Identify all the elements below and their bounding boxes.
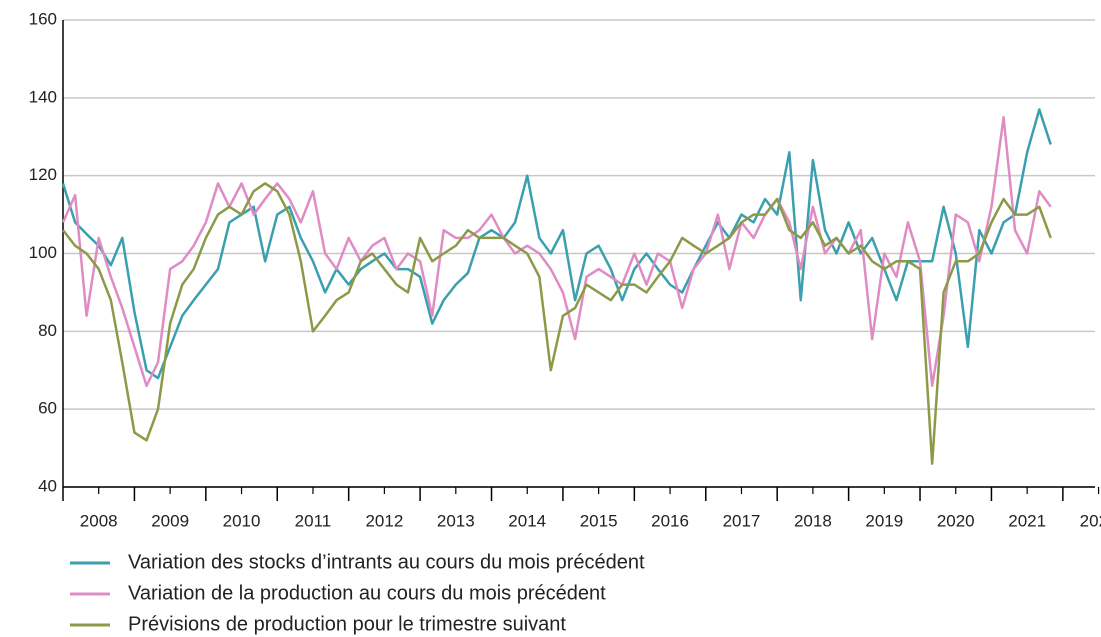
series-line: [61, 108, 1052, 380]
x-tick-label: 2018: [794, 511, 832, 530]
series-line: [62, 182, 1052, 465]
x-tick-label: 2021: [1008, 511, 1046, 530]
x-tick-label: 2013: [437, 511, 475, 530]
x-tick-label: 2019: [865, 511, 903, 530]
x-tick-label: 2020: [937, 511, 975, 530]
y-tick-label: 40: [38, 476, 57, 495]
x-tick-label: 2022: [1080, 511, 1101, 530]
y-tick-label: 140: [29, 87, 57, 106]
x-tick-label: 2008: [80, 511, 118, 530]
y-tick-label: 100: [29, 243, 57, 262]
x-tick-label: 2011: [295, 511, 332, 530]
x-tick-label: 2010: [223, 511, 261, 530]
legend-label: Variation de la production au cours du m…: [128, 582, 606, 604]
x-tick-label: 2017: [723, 511, 761, 530]
x-tick-label: 2009: [151, 511, 189, 530]
x-tick-label: 2016: [651, 511, 689, 530]
legend-label: Prévisions de production pour le trimest…: [128, 613, 566, 635]
y-tick-label: 120: [29, 165, 57, 184]
x-tick-label: 2015: [580, 511, 618, 530]
x-tick-label: 2012: [365, 511, 403, 530]
legend-label: Variation des stocks d’intrants au cours…: [128, 551, 645, 573]
y-tick-label: 160: [29, 9, 57, 28]
y-tick-label: 80: [38, 321, 57, 340]
x-tick-label: 2014: [508, 511, 546, 530]
series-line: [61, 116, 1052, 388]
y-tick-label: 60: [38, 399, 57, 418]
